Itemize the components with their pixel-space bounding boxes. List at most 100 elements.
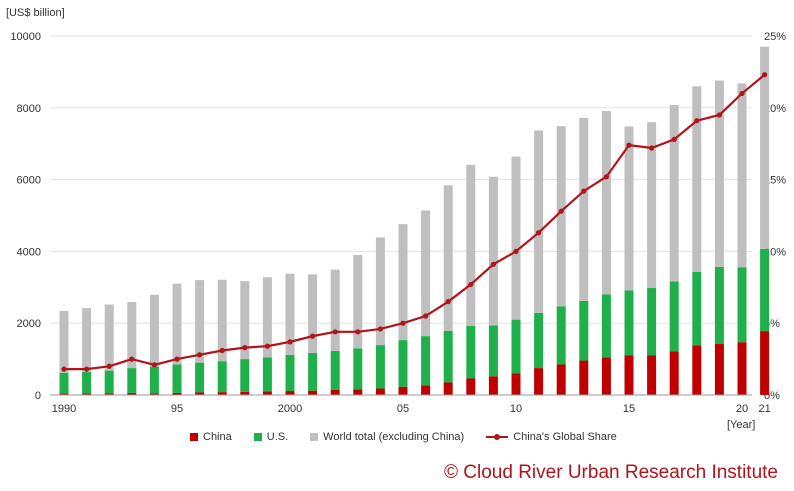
bar-china bbox=[511, 373, 521, 395]
share-point bbox=[423, 313, 429, 319]
legend-label-us: U.S. bbox=[266, 431, 289, 443]
bar-u-s bbox=[443, 330, 453, 383]
share-point bbox=[332, 329, 338, 335]
bar-u-s bbox=[195, 362, 205, 393]
bar-china bbox=[624, 355, 634, 395]
bar-world-total-excluding-china bbox=[127, 302, 137, 369]
x-axis-ticks: 1990 95 2000 05 10 15 20 21 bbox=[52, 403, 771, 415]
bar-u-s bbox=[714, 266, 724, 345]
y-tick-label: 10000 bbox=[10, 31, 41, 43]
credit-text: © Cloud River Urban Research Institute bbox=[444, 462, 778, 483]
bar-world-total-excluding-china bbox=[692, 86, 702, 272]
bar-china bbox=[443, 382, 453, 395]
bar-u-s bbox=[308, 352, 318, 391]
x-tick-label: 21 bbox=[758, 403, 770, 415]
bar-u-s bbox=[59, 372, 69, 394]
bar-u-s bbox=[285, 354, 295, 392]
bar-u-s bbox=[601, 294, 611, 358]
share-point bbox=[197, 352, 203, 358]
bar-world-total-excluding-china bbox=[59, 310, 69, 373]
legend-swatch-share bbox=[486, 433, 509, 441]
legend-swatch-us bbox=[253, 433, 262, 441]
bar-world-total-excluding-china bbox=[353, 254, 363, 349]
share-point bbox=[558, 208, 564, 214]
share-line bbox=[64, 73, 766, 371]
bar-world-total-excluding-china bbox=[421, 210, 431, 337]
bar-world-total-excluding-china bbox=[443, 185, 453, 331]
bar-u-s bbox=[398, 340, 408, 387]
x-tick-label: 1990 bbox=[52, 403, 76, 415]
bar-china bbox=[692, 345, 702, 395]
bar-u-s bbox=[534, 312, 544, 369]
y-tick-label: 4000 bbox=[17, 246, 41, 258]
bar-china bbox=[421, 385, 431, 395]
y-axis-unit-label: [US$ billion] bbox=[6, 7, 65, 19]
bar-u-s bbox=[556, 306, 566, 365]
bar-world-total-excluding-china bbox=[217, 279, 227, 362]
bar-china bbox=[556, 364, 566, 395]
bar-u-s bbox=[127, 368, 137, 393]
bar-china bbox=[737, 342, 747, 395]
y2-tick-label: 15% bbox=[764, 175, 786, 187]
bar-china bbox=[647, 355, 657, 395]
bar-series bbox=[59, 46, 770, 395]
y-tick-label: 2000 bbox=[17, 318, 41, 330]
bar-u-s bbox=[172, 364, 182, 393]
share-point bbox=[106, 363, 112, 369]
bar-china bbox=[353, 389, 363, 395]
share-point bbox=[649, 145, 655, 151]
share-line-series bbox=[61, 72, 768, 372]
bar-u-s bbox=[624, 290, 634, 356]
share-point bbox=[151, 362, 157, 368]
legend-item-us: U.S. bbox=[253, 431, 289, 443]
y-tick-label: 0 bbox=[35, 390, 41, 402]
y2-tick-label: 25% bbox=[764, 31, 786, 43]
bar-u-s bbox=[375, 345, 385, 389]
x-tick-label: 95 bbox=[171, 403, 183, 415]
bar-china bbox=[534, 368, 544, 395]
bar-world-total-excluding-china bbox=[104, 304, 114, 371]
legend-swatch-world bbox=[310, 433, 319, 441]
share-point bbox=[129, 356, 135, 362]
bar-u-s bbox=[760, 248, 770, 332]
x-tick-label: 2000 bbox=[278, 403, 302, 415]
legend-label-share: China's Global Share bbox=[513, 431, 617, 443]
legend-label-china: China bbox=[203, 431, 232, 443]
bar-u-s bbox=[82, 372, 92, 394]
bar-world-total-excluding-china bbox=[669, 104, 679, 282]
bar-u-s bbox=[692, 271, 702, 346]
legend-item-china: China bbox=[190, 431, 232, 443]
bar-china bbox=[398, 386, 408, 395]
x-tick-label: 10 bbox=[510, 403, 522, 415]
x-tick-label: 20 bbox=[736, 403, 748, 415]
bar-china bbox=[669, 351, 679, 395]
share-point bbox=[61, 366, 67, 372]
bar-world-total-excluding-china bbox=[534, 130, 544, 313]
share-point bbox=[626, 142, 632, 148]
share-point bbox=[513, 248, 519, 254]
bar-china bbox=[601, 357, 611, 395]
bar-u-s bbox=[149, 366, 159, 394]
bar-china bbox=[217, 392, 227, 395]
bar-china bbox=[262, 391, 272, 395]
bar-china bbox=[375, 388, 385, 395]
bar-china bbox=[308, 390, 318, 395]
bar-world-total-excluding-china bbox=[737, 83, 747, 268]
bar-china bbox=[488, 376, 498, 395]
x-tick-label: 05 bbox=[397, 403, 409, 415]
bar-world-total-excluding-china bbox=[466, 164, 476, 326]
y2-tick-label: 10% bbox=[764, 246, 786, 258]
bar-u-s bbox=[647, 288, 657, 356]
bar-u-s bbox=[330, 350, 340, 390]
bar-world-total-excluding-china bbox=[149, 294, 159, 367]
share-point bbox=[762, 72, 768, 78]
x-tick-label: 15 bbox=[623, 403, 635, 415]
bar-china bbox=[466, 378, 476, 395]
share-point bbox=[84, 366, 90, 372]
bar-world-total-excluding-china bbox=[398, 224, 408, 341]
bar-world-total-excluding-china bbox=[556, 126, 566, 307]
bar-china bbox=[579, 360, 589, 395]
left-axis-ticks: 0 2000 4000 6000 8000 10000 bbox=[10, 31, 41, 402]
bar-china bbox=[760, 331, 770, 395]
